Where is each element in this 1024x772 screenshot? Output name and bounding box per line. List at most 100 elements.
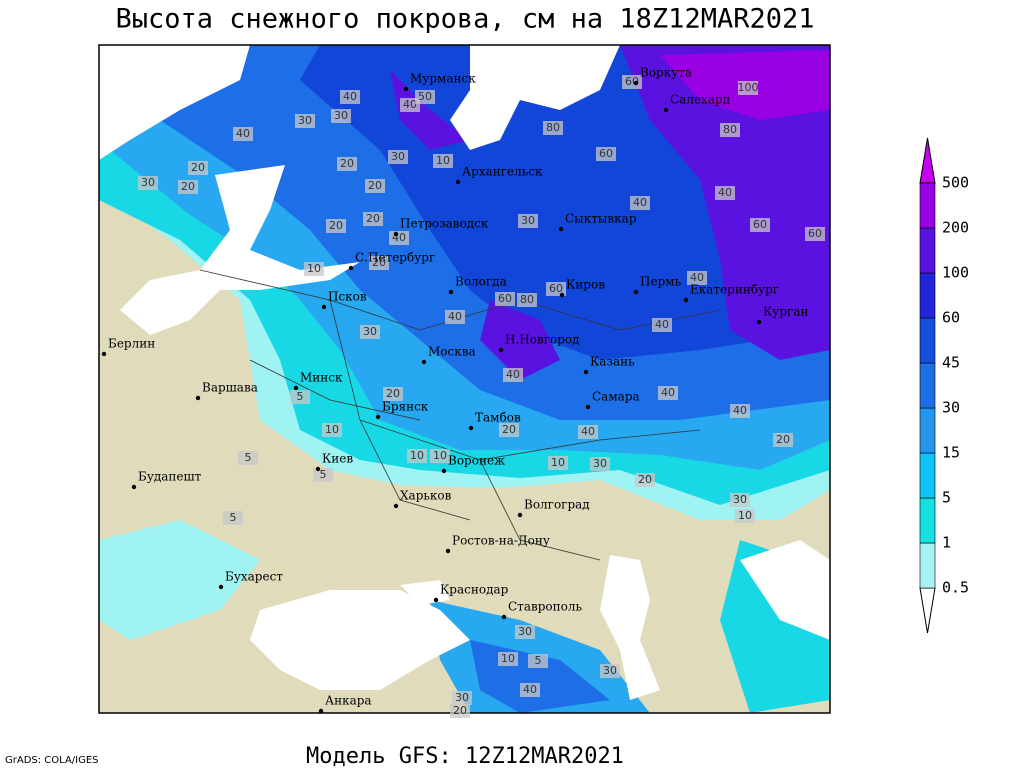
city-dot [583, 369, 589, 375]
contour-label-bg [365, 179, 385, 193]
contour-label: 60 [498, 292, 512, 305]
contour-label: 20 [329, 219, 343, 232]
city-dot [633, 80, 639, 86]
contour-label: 20 [191, 161, 205, 174]
contour-label-bg [720, 123, 740, 137]
contour-label: 60 [599, 147, 613, 160]
contour-label-bg [388, 150, 408, 164]
city-label: Минск [300, 371, 343, 385]
city-label: С.Петербург [355, 251, 435, 265]
contour-label: 30 [141, 176, 155, 189]
city-label: Екатеринбург [690, 283, 779, 297]
contour-label: 10 [410, 449, 424, 462]
colorbar-segment [919, 317, 936, 364]
city-dot [421, 359, 427, 365]
contour-label-bg [452, 691, 472, 705]
city-label: Воронеж [448, 454, 505, 468]
city-dot [517, 512, 523, 518]
contour-label: 100 [738, 81, 759, 94]
city-dot [468, 425, 474, 431]
contour-label: 20 [181, 180, 195, 193]
city-dot [559, 292, 565, 298]
contour-label-bg [326, 219, 346, 233]
colorbar-label: 45 [942, 354, 960, 372]
contour-label-bg [590, 457, 610, 471]
city-dot [633, 289, 639, 295]
contour-label-bg [578, 425, 598, 439]
colorbar-high [919, 137, 936, 184]
contour-label-bg [503, 368, 523, 382]
contour-label: 30 [363, 325, 377, 338]
colorbar-segment [919, 362, 936, 409]
city-label: Петрозаводск [400, 217, 489, 231]
contour-label-bg [363, 212, 383, 226]
colorbar-label: 0.5 [942, 579, 969, 597]
contour-label: 40 [661, 386, 675, 399]
contour-label-bg [290, 390, 310, 404]
contour-label: 5 [320, 468, 327, 481]
contour-label: 20 [502, 423, 516, 436]
city-label: Анкара [325, 694, 372, 708]
contour-label-bg [340, 90, 360, 104]
colorbar-segment [919, 497, 936, 544]
contour-label: 40 [718, 186, 732, 199]
contour-label: 40 [690, 271, 704, 284]
contour-label-bg [499, 423, 519, 437]
contour-label: 10 [501, 652, 515, 665]
contour-label: 30 [298, 114, 312, 127]
contour-label-bg [445, 310, 465, 324]
colorbar-low [919, 587, 936, 634]
city-label: Самара [592, 390, 640, 404]
city-dot [293, 385, 299, 391]
contour-label-bg [515, 625, 535, 639]
city-dot [101, 351, 107, 357]
contour-label-bg [322, 423, 342, 437]
contour-label-bg [543, 121, 563, 135]
city-label: Казань [590, 355, 635, 369]
contour-label-bg [635, 473, 655, 487]
contour-label-bg [295, 114, 315, 128]
city-dot [683, 297, 689, 303]
contour-label: 10 [551, 456, 565, 469]
contour-label-bg [548, 456, 568, 470]
contour-label-bg [518, 214, 538, 228]
contour-label: 10 [436, 154, 450, 167]
contour-label-bg [360, 325, 380, 339]
contour-label: 20 [453, 704, 467, 717]
contour-label: 40 [633, 196, 647, 209]
colorbar-segment [919, 407, 936, 454]
contour-label-bg [730, 493, 750, 507]
contour-label: 50 [418, 90, 432, 103]
city-label: Бухарест [225, 570, 283, 584]
contour-label: 20 [366, 212, 380, 225]
contour-label: 5 [535, 654, 542, 667]
colorbar-segment [919, 227, 936, 274]
contour-label: 30 [455, 691, 469, 704]
city-label: Курган [763, 305, 808, 319]
city-label: Тамбов [475, 411, 521, 425]
city-label: Ставрополь [508, 600, 582, 614]
contour-label: 40 [448, 310, 462, 323]
contour-label: 20 [638, 473, 652, 486]
contour-label-bg [687, 271, 707, 285]
city-label: Будапешт [138, 470, 202, 484]
contour-label-bg [658, 386, 678, 400]
contour-label-bg [415, 90, 435, 104]
contour-label: 10 [325, 423, 339, 436]
city-dot [393, 503, 399, 509]
city-label: Киров [566, 278, 605, 292]
city-label: Воркута [640, 66, 692, 80]
city-label: Н.Новгород [505, 333, 580, 347]
contour-label: 10 [738, 509, 752, 522]
city-label: Вологда [455, 275, 507, 289]
contour-label: 20 [368, 179, 382, 192]
city-label: Волгоград [524, 498, 590, 512]
contour-label: 40 [655, 318, 669, 331]
city-dot [403, 86, 409, 92]
credit: GrADS: COLA/IGES [5, 755, 99, 766]
city-dot [441, 468, 447, 474]
contour-label: 30 [391, 150, 405, 163]
city-label: Архангельск [462, 165, 543, 179]
contour-label: 30 [521, 214, 535, 227]
